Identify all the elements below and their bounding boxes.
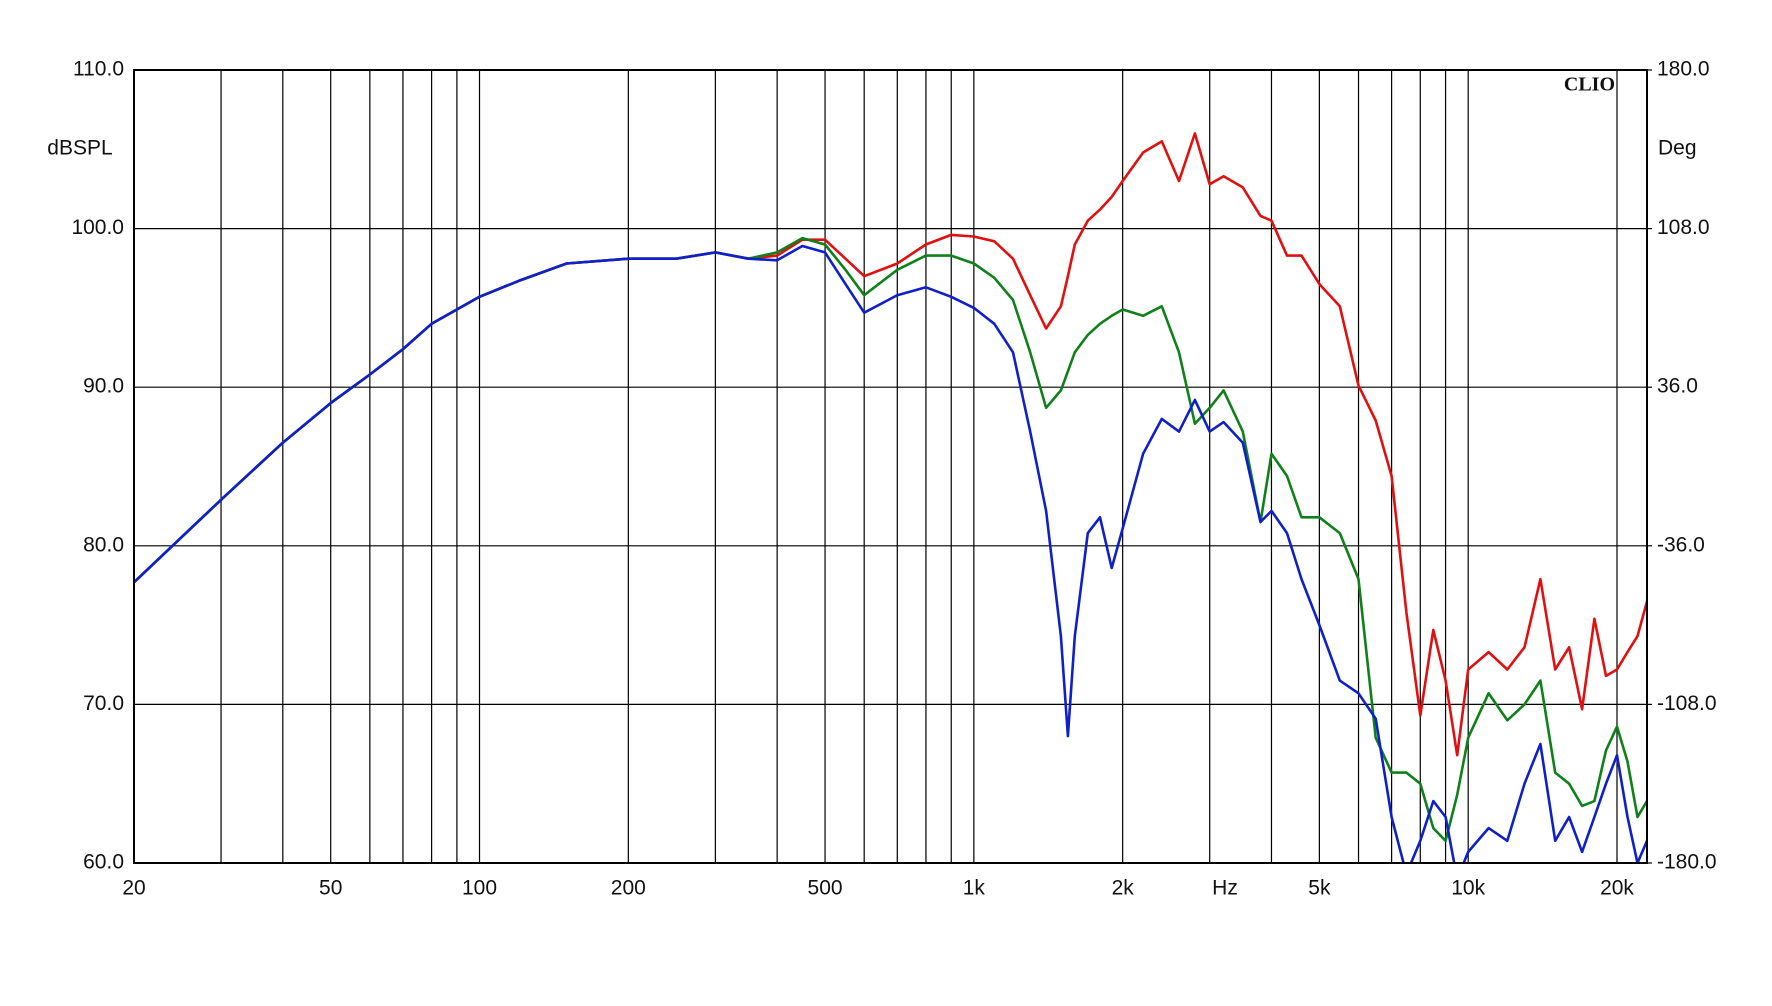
y2-axis-label: Deg <box>1658 137 1697 160</box>
x-tick-label: 10k <box>1451 877 1485 900</box>
x-tick-label: 1k <box>963 877 986 900</box>
y2-tick-label: -36.0 <box>1657 533 1705 556</box>
plot-lines <box>134 132 1647 863</box>
x-axis-label: Hz <box>1212 877 1238 900</box>
brand-label: CLIO <box>1564 74 1615 96</box>
x-tick-label: 2k <box>1112 877 1135 900</box>
y-tick-label: 80.0 <box>83 533 124 556</box>
y-axis-label: dBSPL <box>47 137 112 160</box>
x-tick-label: 200 <box>611 877 646 900</box>
x-tick-label: 500 <box>808 877 843 900</box>
x-tick-label: 100 <box>462 877 497 900</box>
y2-tick-label: 108.0 <box>1657 216 1710 239</box>
plot-frame <box>133 69 1648 864</box>
y2-tick-label: -180.0 <box>1657 851 1717 874</box>
y2-tick-label: 36.0 <box>1657 375 1698 398</box>
x-tick-label: 50 <box>319 877 342 900</box>
y-tick-label: 90.0 <box>83 375 124 398</box>
y2-tick-label: 180.0 <box>1657 58 1710 81</box>
x-tick-label: 20k <box>1600 877 1634 900</box>
y-tick-label: 70.0 <box>83 692 124 715</box>
y-tick-label: 100.0 <box>71 216 124 239</box>
x-tick-label: 5k <box>1308 877 1331 900</box>
y-tick-label: 60.0 <box>83 851 124 874</box>
x-tick-label: 20 <box>122 877 145 900</box>
y-tick-label: 110.0 <box>73 58 124 81</box>
series-line <box>134 244 1647 863</box>
y2-tick-label: -108.0 <box>1657 692 1717 715</box>
